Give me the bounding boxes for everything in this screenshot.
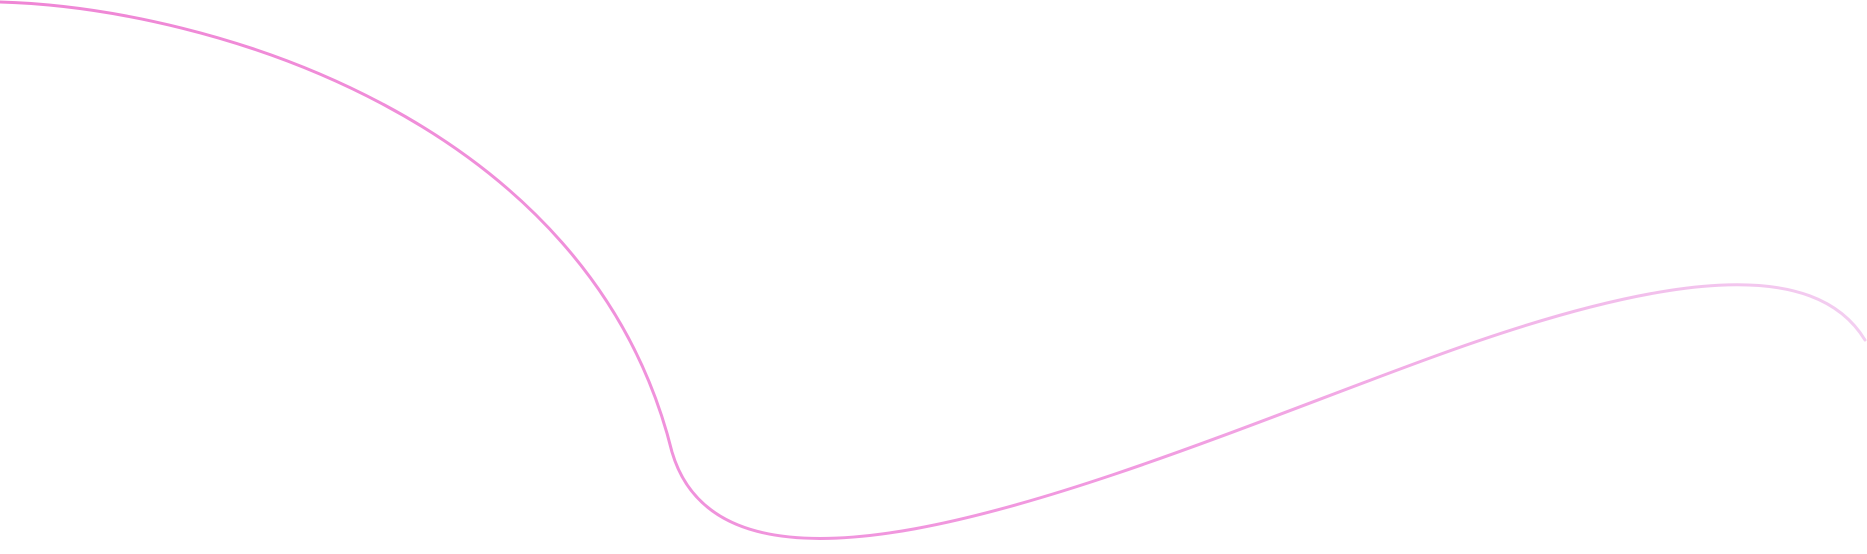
wave-curve-line [0,0,1867,540]
